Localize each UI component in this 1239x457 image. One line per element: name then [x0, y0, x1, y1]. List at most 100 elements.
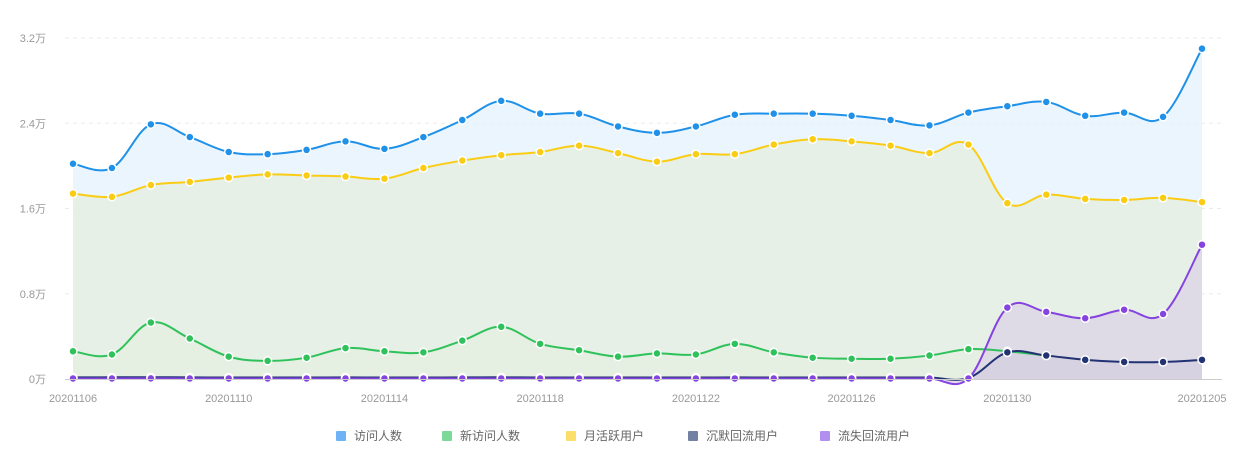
data-point-series-2[interactable]	[652, 156, 662, 167]
data-point-series-2[interactable]	[418, 163, 429, 173]
data-point-series-0[interactable]	[652, 128, 662, 138]
data-point-series-1[interactable]	[807, 352, 818, 363]
data-point-series-4[interactable]	[457, 373, 468, 384]
data-point-series-2[interactable]	[963, 139, 974, 150]
legend-item[interactable]: 月活跃用户	[566, 428, 644, 443]
data-point-series-3[interactable]	[1158, 357, 1168, 367]
data-point-series-4[interactable]	[691, 373, 701, 384]
data-point-series-1[interactable]	[146, 317, 156, 328]
data-point-series-2[interactable]	[340, 171, 351, 182]
data-point-series-4[interactable]	[885, 373, 896, 384]
data-point-series-1[interactable]	[262, 356, 273, 366]
data-point-series-1[interactable]	[535, 339, 545, 349]
data-point-series-2[interactable]	[1041, 189, 1052, 200]
data-point-series-0[interactable]	[68, 158, 78, 169]
data-point-series-0[interactable]	[223, 147, 234, 157]
data-point-series-4[interactable]	[340, 373, 351, 384]
data-point-series-4[interactable]	[496, 373, 506, 384]
data-point-series-4[interactable]	[963, 373, 974, 384]
data-point-series-4[interactable]	[1041, 307, 1052, 317]
data-point-series-1[interactable]	[769, 347, 779, 358]
data-point-series-2[interactable]	[223, 172, 234, 183]
data-point-series-4[interactable]	[1002, 302, 1013, 313]
data-point-series-4[interactable]	[807, 373, 818, 384]
data-point-series-2[interactable]	[769, 139, 779, 150]
data-point-series-0[interactable]	[1119, 107, 1129, 118]
data-point-series-0[interactable]	[457, 115, 468, 125]
data-point-series-3[interactable]	[1197, 355, 1207, 365]
data-point-series-0[interactable]	[418, 132, 429, 142]
data-point-series-1[interactable]	[885, 354, 896, 364]
data-point-series-2[interactable]	[730, 149, 740, 159]
data-point-series-1[interactable]	[652, 348, 662, 359]
data-point-series-4[interactable]	[652, 373, 662, 384]
data-point-series-4[interactable]	[1080, 313, 1090, 324]
data-point-series-1[interactable]	[301, 352, 312, 363]
data-point-series-0[interactable]	[1002, 101, 1013, 111]
data-point-series-1[interactable]	[691, 349, 701, 360]
data-point-series-4[interactable]	[68, 373, 78, 384]
data-point-series-1[interactable]	[496, 322, 506, 332]
data-point-series-2[interactable]	[846, 136, 857, 147]
data-point-series-2[interactable]	[924, 148, 935, 158]
data-point-series-2[interactable]	[807, 134, 818, 144]
data-point-series-4[interactable]	[535, 373, 545, 384]
data-point-series-0[interactable]	[185, 132, 195, 142]
data-point-series-2[interactable]	[146, 180, 156, 190]
data-point-series-0[interactable]	[730, 109, 740, 120]
data-point-series-1[interactable]	[185, 333, 195, 344]
data-point-series-0[interactable]	[496, 96, 506, 106]
data-point-series-4[interactable]	[223, 373, 234, 384]
data-point-series-0[interactable]	[1158, 112, 1168, 122]
data-point-series-2[interactable]	[379, 173, 390, 184]
data-point-series-2[interactable]	[496, 150, 506, 160]
legend[interactable]: 访问人数 新访问人数 月活跃用户 沉默回流用户 流失回流用户	[336, 428, 910, 443]
data-point-series-2[interactable]	[1197, 197, 1207, 207]
data-point-series-4[interactable]	[1197, 239, 1207, 250]
legend-item[interactable]: 流失回流用户	[820, 428, 910, 443]
data-point-series-0[interactable]	[535, 108, 545, 119]
data-point-series-4[interactable]	[1119, 304, 1129, 315]
data-point-series-0[interactable]	[1041, 97, 1052, 107]
data-point-series-0[interactable]	[340, 136, 351, 147]
data-point-series-1[interactable]	[846, 354, 857, 364]
data-point-series-2[interactable]	[574, 140, 584, 151]
data-point-series-1[interactable]	[963, 344, 974, 354]
data-point-series-1[interactable]	[613, 351, 623, 362]
data-point-series-4[interactable]	[613, 373, 623, 384]
data-point-series-2[interactable]	[1119, 195, 1129, 205]
data-point-series-2[interactable]	[185, 177, 195, 187]
data-point-series-2[interactable]	[1080, 194, 1090, 204]
data-point-series-1[interactable]	[68, 346, 78, 357]
legend-item[interactable]: 访问人数	[336, 428, 402, 443]
data-point-series-0[interactable]	[885, 115, 896, 125]
data-point-series-2[interactable]	[613, 148, 623, 158]
data-point-series-0[interactable]	[146, 119, 156, 130]
data-point-series-4[interactable]	[107, 373, 117, 384]
data-point-series-1[interactable]	[574, 345, 584, 355]
data-point-series-1[interactable]	[107, 349, 117, 360]
data-point-series-4[interactable]	[418, 373, 429, 384]
data-point-series-4[interactable]	[846, 373, 857, 384]
data-point-series-0[interactable]	[262, 149, 273, 159]
data-point-series-4[interactable]	[262, 373, 273, 384]
data-point-series-4[interactable]	[574, 373, 584, 384]
data-point-series-0[interactable]	[574, 108, 584, 119]
data-point-series-2[interactable]	[107, 192, 117, 202]
legend-item[interactable]: 新访问人数	[442, 428, 520, 443]
data-point-series-0[interactable]	[379, 144, 390, 154]
data-point-series-4[interactable]	[301, 373, 312, 384]
data-point-series-4[interactable]	[769, 373, 779, 384]
data-point-series-2[interactable]	[68, 188, 78, 199]
data-point-series-0[interactable]	[107, 163, 117, 173]
data-point-series-3[interactable]	[1119, 357, 1129, 367]
data-point-series-1[interactable]	[223, 351, 234, 362]
data-point-series-2[interactable]	[457, 155, 468, 166]
data-point-series-4[interactable]	[146, 373, 156, 384]
data-point-series-4[interactable]	[379, 373, 390, 384]
data-point-series-0[interactable]	[1197, 43, 1207, 54]
data-point-series-0[interactable]	[1080, 111, 1090, 121]
data-point-series-2[interactable]	[535, 147, 545, 157]
data-point-series-2[interactable]	[885, 140, 896, 151]
data-point-series-3[interactable]	[1080, 355, 1090, 365]
